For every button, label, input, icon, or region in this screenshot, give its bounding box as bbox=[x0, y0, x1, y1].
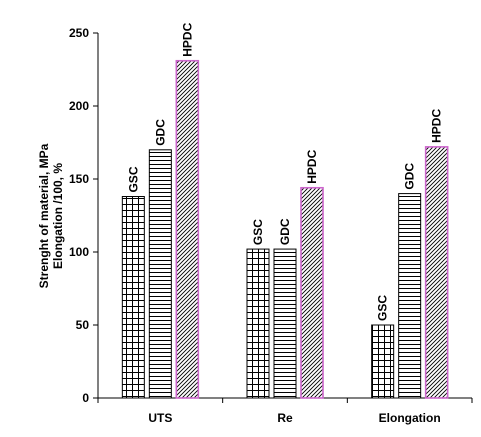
bar-label-gsc: GSC bbox=[251, 219, 265, 245]
bar-gsc-elongation bbox=[371, 324, 395, 399]
y-tick-label: 50 bbox=[76, 318, 90, 332]
bar-label-gdc: GDC bbox=[278, 218, 292, 245]
y-tick-label: 100 bbox=[69, 245, 89, 259]
x-category-label: Elongation bbox=[379, 411, 441, 425]
bar-label-gsc: GSC bbox=[126, 166, 140, 192]
bar-gdc-elongation bbox=[398, 193, 422, 399]
bar-label-gdc: GDC bbox=[403, 163, 417, 190]
bar-gdc-re bbox=[273, 248, 297, 399]
y-tick-label: 250 bbox=[69, 26, 89, 40]
x-category-label: UTS bbox=[148, 411, 172, 425]
y-axis-title-line2: Elongation /100, % bbox=[51, 163, 65, 269]
bar-hpdc-uts bbox=[175, 59, 200, 399]
labels-group: GSC GDC HPDC UTS GSC GDC HPDC Re GSC GDC HPDC Elong… bbox=[126, 22, 443, 425]
bar-gsc-uts bbox=[121, 196, 145, 399]
bar-label-gsc: GSC bbox=[376, 295, 390, 321]
x-category-label: Re bbox=[277, 411, 293, 425]
y-tick-label: 0 bbox=[82, 391, 89, 405]
bar-label-hpdc: HPDC bbox=[305, 149, 319, 183]
bar-hpdc-elongation bbox=[424, 146, 449, 399]
bar-gdc-uts bbox=[148, 149, 172, 399]
bar-gsc-re bbox=[246, 248, 270, 399]
y-tick-label: 150 bbox=[69, 172, 89, 186]
bar-label-hpdc: HPDC bbox=[430, 109, 444, 143]
y-tick-label: 200 bbox=[69, 99, 89, 113]
bar-label-hpdc: HPDC bbox=[180, 22, 194, 56]
bar-hpdc-re bbox=[300, 186, 324, 399]
y-axis-title-line1: Strenght of material, MPa bbox=[37, 143, 51, 288]
bar-label-gdc: GDC bbox=[153, 119, 167, 146]
bars-group bbox=[121, 59, 449, 399]
